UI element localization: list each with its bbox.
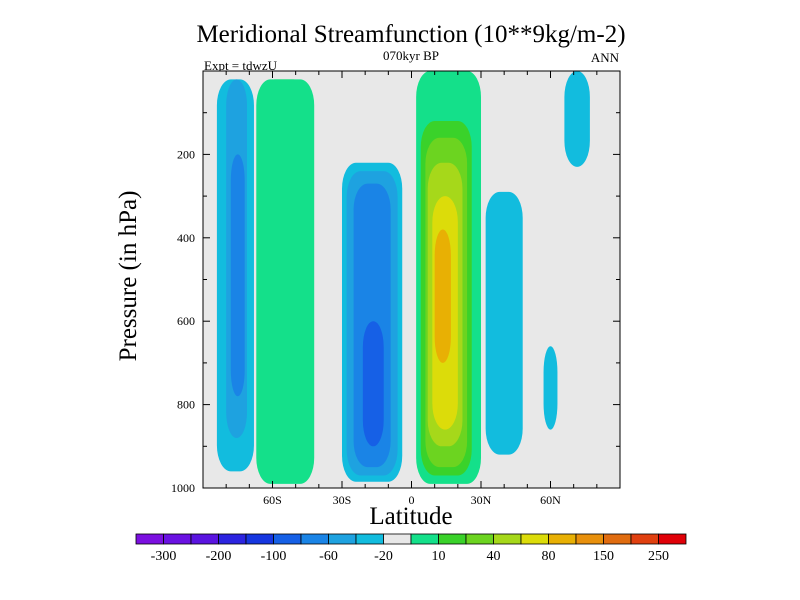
colorbar-label: -200 xyxy=(206,549,232,564)
colorbar-label: -20 xyxy=(374,549,393,564)
colorbar-label: 80 xyxy=(542,549,556,564)
colorbar-swatch xyxy=(163,533,192,545)
colorbar-swatch xyxy=(493,533,522,545)
colorbar-swatch xyxy=(273,533,302,545)
colorbar-swatch xyxy=(135,533,164,545)
colorbar-swatch xyxy=(245,533,274,545)
nh-ferrel-cell xyxy=(485,191,523,455)
colorbar-label: -300 xyxy=(151,549,177,564)
y-tick-label: 800 xyxy=(177,398,195,412)
y-tick-label: 400 xyxy=(177,231,195,245)
colorbar-swatch xyxy=(190,533,219,545)
nh-polar-cell xyxy=(564,71,590,167)
plot-area xyxy=(203,71,620,488)
season-label: ANN xyxy=(591,50,620,65)
colorbar-swatch xyxy=(603,533,632,545)
x-tick-label: 60S xyxy=(263,493,282,507)
colorbar-swatch xyxy=(218,533,247,545)
colorbar-swatch xyxy=(658,533,687,545)
nh-hadley-cell-core xyxy=(434,229,451,363)
y-axis-title: Pressure (in hPa) xyxy=(115,191,142,362)
x-tick-label: 30N xyxy=(471,493,492,507)
colorbar-swatch xyxy=(548,533,577,545)
colorbar-label: 40 xyxy=(487,549,501,564)
sh-polar-cell-inner xyxy=(230,154,245,397)
nh-small-patch xyxy=(543,346,558,430)
chart-title: Meridional Streamfunction (10**9kg/m-2) xyxy=(196,21,625,48)
colorbar-label: -100 xyxy=(261,549,287,564)
colorbar-swatch xyxy=(630,533,659,545)
colorbar-label: 10 xyxy=(432,549,446,564)
colorbar-swatch xyxy=(383,533,412,545)
colorbar-label: 250 xyxy=(648,549,669,564)
y-tick-label: 1000 xyxy=(171,481,195,495)
colorbar-swatch xyxy=(328,533,357,545)
sh-ferrel-cell-edge xyxy=(256,79,315,484)
x-tick-label: 30S xyxy=(333,493,352,507)
y-tick-label: 200 xyxy=(177,147,195,161)
y-tick-label: 600 xyxy=(177,314,195,328)
x-axis-title: Latitude xyxy=(369,503,452,530)
chart-subtitle: 070kyr BP xyxy=(383,48,439,63)
experiment-label: Expt = tdwzU xyxy=(204,58,278,73)
colorbar-swatch xyxy=(520,533,549,545)
sh-hadley-cell-core xyxy=(362,321,384,447)
colorbar-swatch xyxy=(300,533,329,545)
axis-ticks: 60S 30S 0 30N 60N 200 400 600 800 1000 xyxy=(171,71,620,507)
colorbar-label: -60 xyxy=(319,549,338,564)
x-tick-label: 0 xyxy=(409,493,415,507)
colorbar-swatch xyxy=(465,533,494,545)
x-tick-label: 60N xyxy=(540,493,561,507)
colorbar-swatch xyxy=(410,533,439,545)
colorbar: -300 -200 -100 -60 -20 10 40 80 150 250 xyxy=(135,533,687,564)
colorbar-label: 150 xyxy=(593,549,614,564)
colorbar-swatch xyxy=(355,533,384,545)
colorbar-swatch xyxy=(575,533,604,545)
colorbar-swatch xyxy=(438,533,467,545)
